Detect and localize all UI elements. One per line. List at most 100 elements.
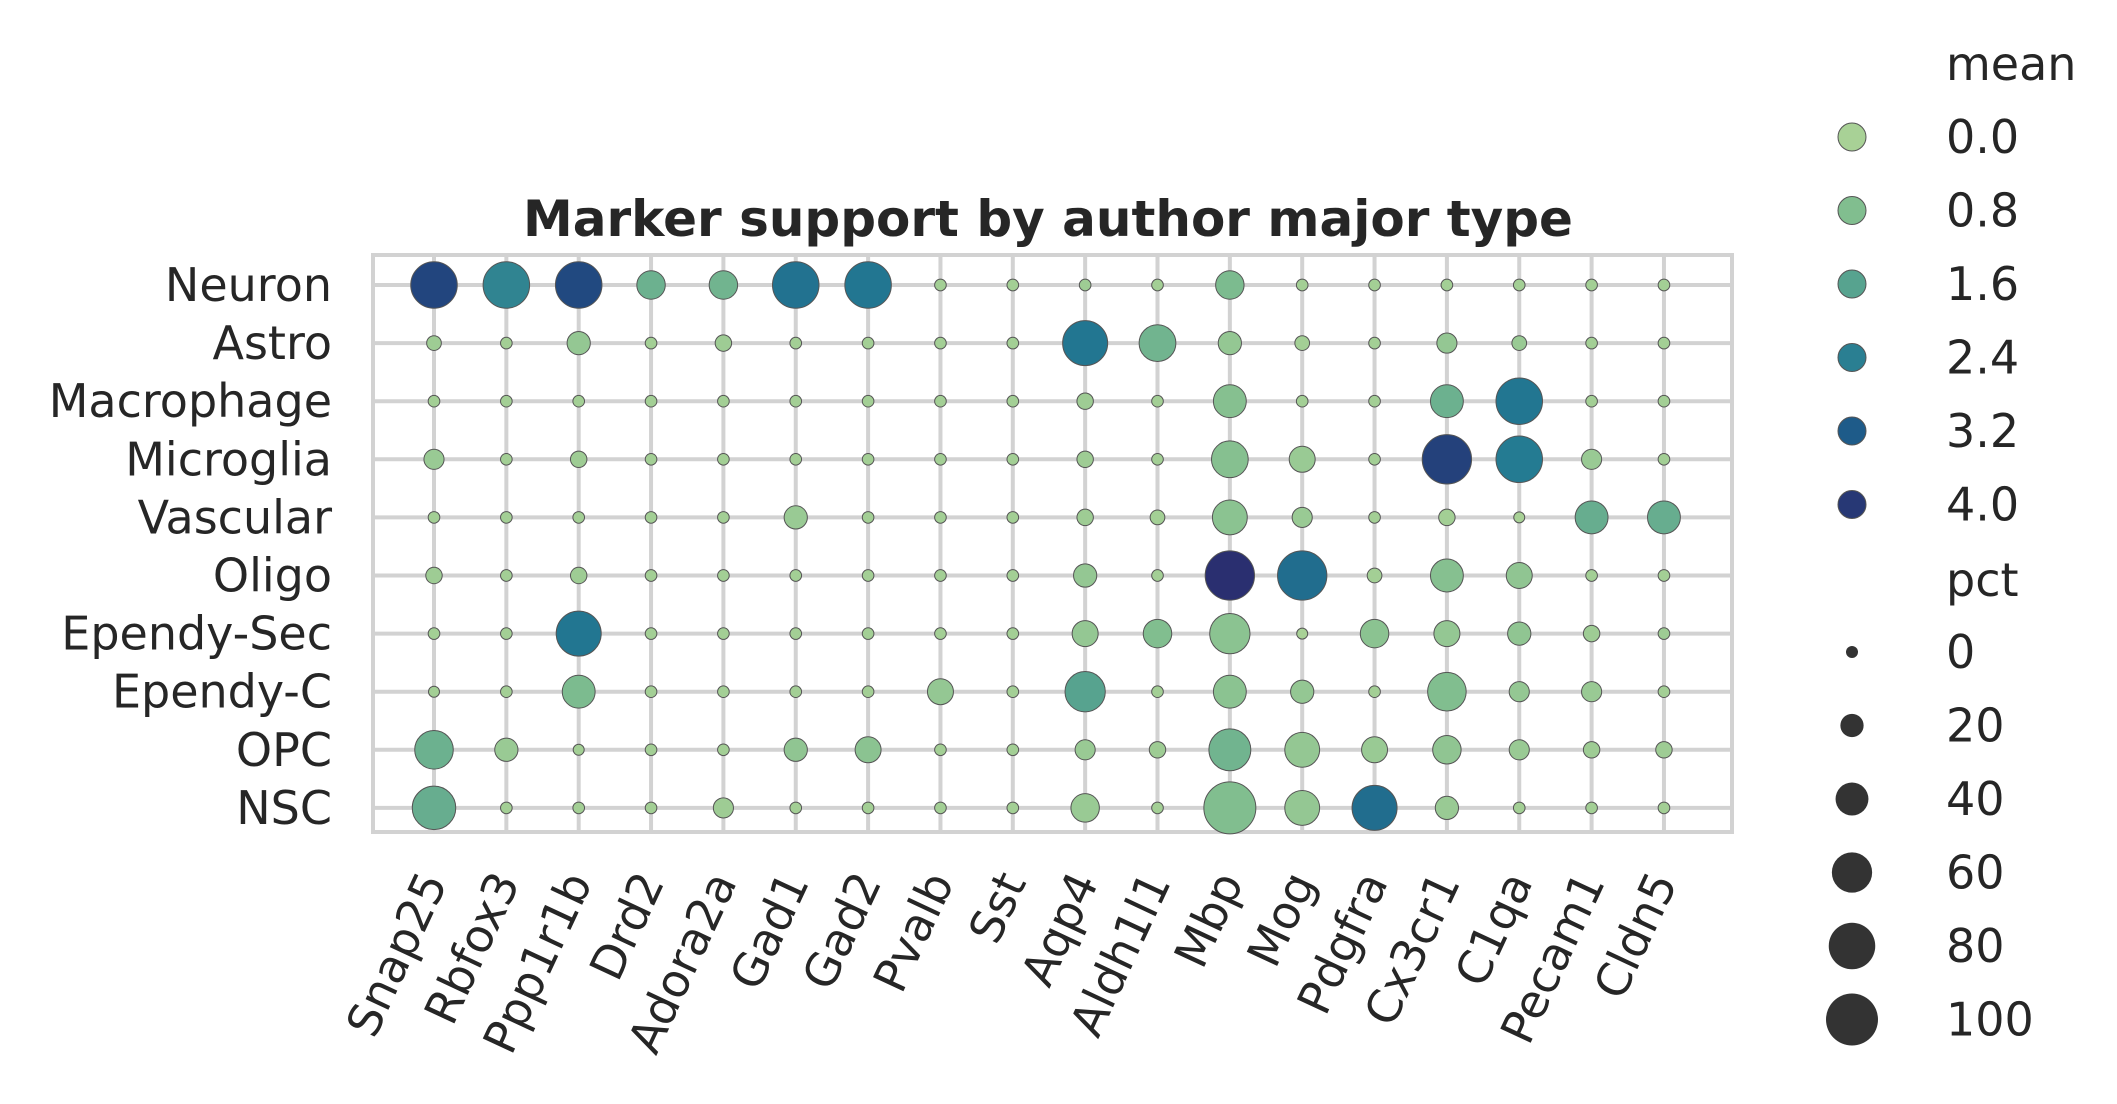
dot-ependy-sec-pecam1 — [1582, 624, 1601, 643]
dot-ependy-c-aqp4 — [1064, 671, 1106, 713]
row-label-vascular: Vascular — [138, 490, 332, 544]
dot-macrophage-c1qa — [1495, 377, 1544, 425]
dot-macrophage-gad1 — [789, 394, 803, 408]
color-legend-title: mean — [1946, 37, 2076, 91]
dot-microglia-cldn5 — [1657, 452, 1671, 466]
dot-nsc-pvalb — [934, 801, 947, 815]
size-legend-label-4: 80 — [1946, 919, 2005, 973]
dot-neuron-cx3cr1 — [1440, 278, 1454, 292]
dot-microglia-ppp1r1b — [569, 450, 588, 469]
dot-oligo-adora2a — [717, 569, 730, 582]
dot-neuron-drd2 — [636, 270, 666, 300]
dot-opc-adora2a — [717, 743, 730, 757]
dot-oligo-cx3cr1 — [1429, 558, 1464, 593]
dot-nsc-cldn5 — [1657, 801, 1671, 815]
dot-oligo-aldh1l1 — [1151, 569, 1164, 582]
dot-astro-cx3cr1 — [1436, 332, 1458, 354]
dot-vascular-aqp4 — [1076, 508, 1094, 527]
dot-oligo-pecam1 — [1585, 569, 1598, 582]
color-legend-marker-0 — [1837, 122, 1867, 152]
dot-vascular-gad1 — [783, 505, 808, 530]
dot-opc-snap25 — [414, 730, 454, 770]
dot-astro-pdgfra — [1368, 336, 1381, 350]
dot-ependy-sec-ppp1r1b — [555, 610, 602, 657]
color-legend-marker-4 — [1837, 416, 1867, 446]
dot-vascular-drd2 — [644, 511, 658, 524]
dot-astro-aqp4 — [1062, 320, 1109, 367]
dot-microglia-aqp4 — [1076, 450, 1094, 469]
dot-vascular-mog — [1291, 506, 1313, 528]
dot-ependy-c-rbfox3 — [500, 685, 513, 699]
dot-ependy-sec-mbp — [1209, 612, 1251, 655]
dot-oligo-sst — [1006, 569, 1020, 582]
dot-opc-cx3cr1 — [1432, 735, 1462, 765]
dot-astro-pvalb — [934, 336, 947, 350]
dot-macrophage-cx3cr1 — [1429, 384, 1464, 419]
size-legend-marker-4 — [1828, 922, 1876, 970]
dot-vascular-gad2 — [861, 511, 875, 524]
dot-macrophage-aqp4 — [1076, 392, 1094, 410]
dot-astro-rbfox3 — [500, 336, 513, 350]
dot-nsc-pdgfra — [1351, 784, 1398, 831]
dot-ependy-sec-cx3cr1 — [1433, 620, 1461, 648]
dot-ependy-sec-aqp4 — [1071, 620, 1099, 648]
dot-ependy-c-c1qa — [1508, 681, 1530, 703]
dot-neuron-pvalb — [934, 278, 947, 292]
column-labels: Snap25Rbfox3Ppp1r1bDrd2Adora2aGad1Gad2Pv… — [335, 864, 1688, 1062]
dot-opc-ppp1r1b — [572, 743, 585, 756]
dot-ependy-c-drd2 — [644, 685, 658, 699]
dot-microglia-pdgfra — [1368, 452, 1381, 466]
size-legend-label-1: 20 — [1946, 699, 2005, 753]
dot-opc-mog — [1284, 731, 1321, 768]
dot-astro-drd2 — [644, 336, 658, 350]
dot-nsc-snap25 — [411, 785, 457, 831]
dot-astro-aldh1l1 — [1138, 324, 1177, 362]
legend: mean 0.0 0.8 1.6 2.4 3.2 4.0 pct 0 20 40 60 80 100 — [1826, 37, 2076, 1047]
dot-vascular-adora2a — [717, 511, 730, 524]
size-legend-label-5: 100 — [1946, 993, 2034, 1047]
dot-macrophage-rbfox3 — [500, 394, 513, 408]
row-labels: NeuronAstroMacrophageMicrogliaVascularOl… — [49, 258, 332, 835]
dot-neuron-snap25 — [410, 261, 458, 309]
dot-astro-gad1 — [789, 336, 803, 350]
dot-ependy-sec-drd2 — [644, 627, 658, 640]
dot-ependy-c-gad2 — [861, 685, 875, 699]
dot-opc-c1qa — [1508, 739, 1530, 761]
dot-macrophage-mog — [1295, 394, 1309, 408]
dot-neuron-pecam1 — [1585, 278, 1598, 292]
dot-microglia-drd2 — [644, 452, 658, 466]
dot-ependy-c-sst — [1006, 685, 1020, 699]
color-legend-label-2: 1.6 — [1946, 257, 2019, 311]
dot-nsc-cx3cr1 — [1434, 795, 1460, 821]
dot-opc-mbp — [1208, 728, 1252, 772]
color-legend-marker-1 — [1837, 196, 1867, 225]
dot-macrophage-drd2 — [644, 394, 658, 408]
color-legend-label-0: 0.0 — [1946, 110, 2019, 164]
size-legend-title: pct — [1946, 553, 2019, 607]
dot-oligo-pvalb — [934, 569, 947, 582]
size-legend-items: 0 20 40 60 80 100 — [1826, 625, 2034, 1047]
dot-ependy-sec-aldh1l1 — [1142, 618, 1173, 649]
dot-opc-aqp4 — [1074, 739, 1096, 761]
dot-oligo-rbfox3 — [500, 569, 513, 582]
dot-nsc-pecam1 — [1585, 801, 1598, 815]
dot-neuron-pdgfra — [1368, 278, 1381, 292]
dot-astro-gad2 — [861, 336, 875, 350]
dot-oligo-c1qa — [1505, 562, 1533, 589]
dot-vascular-cx3cr1 — [1438, 508, 1456, 527]
dot-ependy-c-snap25 — [428, 685, 440, 698]
dot-ependy-sec-mog — [1296, 627, 1309, 640]
dot-neuron-rbfox3 — [482, 261, 531, 309]
dot-opc-cldn5 — [1655, 741, 1673, 759]
dot-nsc-mbp — [1203, 781, 1257, 835]
color-legend-label-3: 2.4 — [1946, 331, 2019, 385]
dot-ependy-c-aldh1l1 — [1151, 685, 1164, 699]
row-label-astro: Astro — [212, 316, 332, 370]
dot-ependy-c-pecam1 — [1581, 681, 1603, 703]
dot-macrophage-pecam1 — [1585, 394, 1598, 408]
dot-astro-c1qa — [1511, 335, 1528, 351]
dot-opc-drd2 — [644, 743, 658, 757]
dot-neuron-c1qa — [1512, 278, 1526, 292]
dot-ependy-sec-sst — [1006, 627, 1020, 640]
dot-neuron-ppp1r1b — [554, 261, 603, 309]
